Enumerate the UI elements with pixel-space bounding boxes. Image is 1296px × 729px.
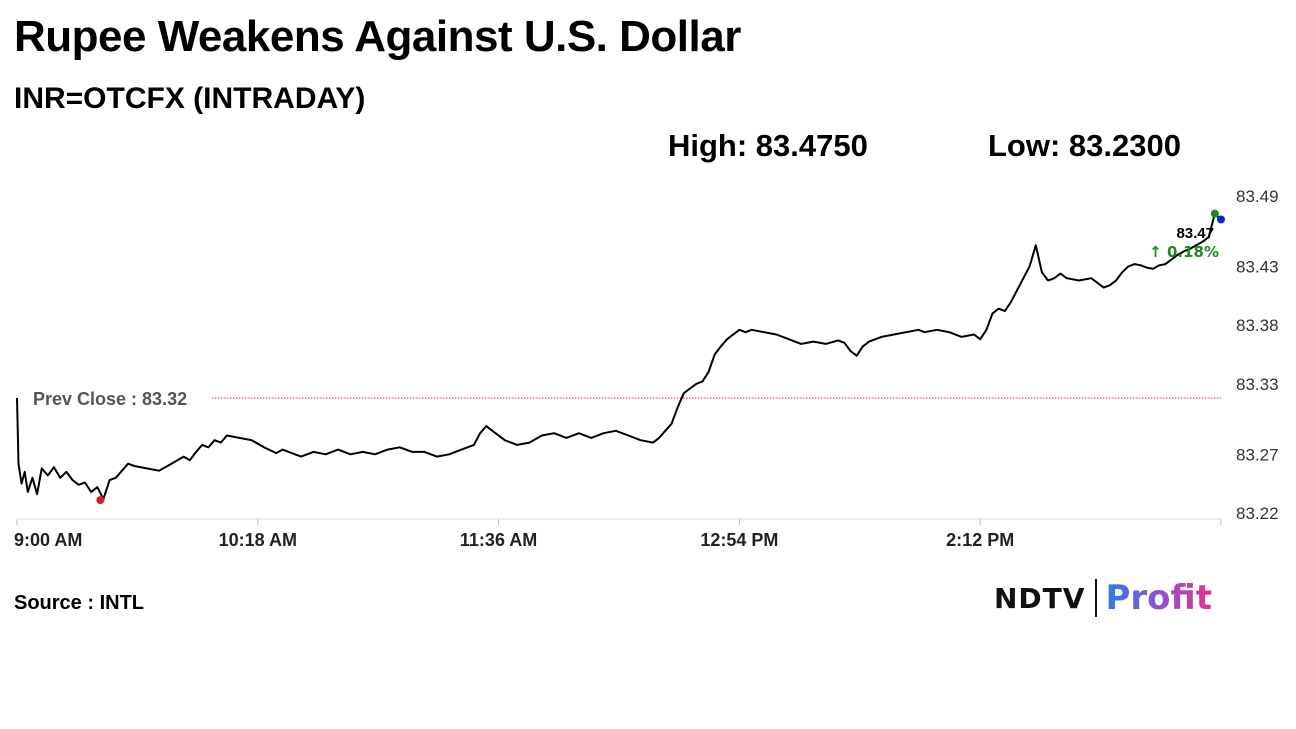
y-tick-label: 83.49 <box>1236 187 1279 206</box>
day-low-stat: Low: 83.2300 <box>988 128 1181 163</box>
x-tick-label: 2:12 PM <box>946 530 1014 550</box>
source-note: Source : INTL <box>14 592 145 614</box>
prev-close-label: Prev Close : 83.32 <box>33 389 187 409</box>
y-tick-label: 83.43 <box>1236 257 1279 276</box>
chart-title: Rupee Weakens Against U.S. Dollar <box>14 12 741 61</box>
brand-ndtv: NDTV <box>994 581 1086 615</box>
day-low-marker <box>96 496 105 505</box>
price-line <box>16 212 1222 500</box>
x-tick-label: 10:18 AM <box>219 530 297 550</box>
x-tick-label: 12:54 PM <box>700 530 778 550</box>
y-tick-label: 83.27 <box>1236 445 1279 464</box>
x-tick-label: 11:36 AM <box>460 530 537 550</box>
last-change-label: ↑ 0.18% <box>1149 243 1219 261</box>
y-tick-label: 83.33 <box>1236 375 1279 394</box>
brand-divider <box>1095 579 1098 617</box>
y-tick-label: 83.38 <box>1236 316 1279 335</box>
intraday-line-chart: 9:00 AM 10:18 AM 11:36 AM 12:54 PM 2:12 PM 83… <box>14 187 1279 550</box>
last-price-marker <box>1217 215 1225 224</box>
x-tick-label: 9:00 AM <box>14 530 82 550</box>
chart-subtitle: INR=OTCFX (INTRADAY) <box>14 82 366 115</box>
y-tick-label: 83.22 <box>1236 504 1279 523</box>
ndtv-profit-logo: NDTV Profit <box>994 578 1212 618</box>
brand-profit: Profit <box>1105 578 1212 618</box>
day-high-marker <box>1210 209 1219 218</box>
day-high-stat: High: 83.4750 <box>668 128 868 163</box>
last-price-label: 83.47 <box>1176 225 1214 242</box>
